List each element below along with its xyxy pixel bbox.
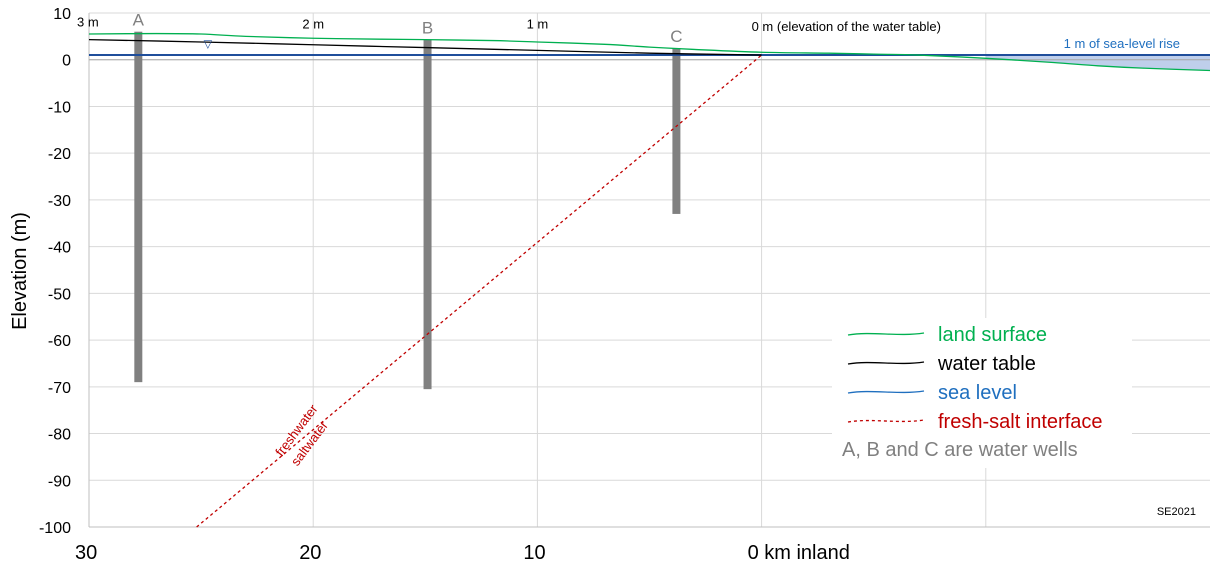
legend-label-land-surface: land surface xyxy=(938,324,1047,346)
well-label-c: C xyxy=(670,27,682,46)
y-tick-label: -60 xyxy=(48,333,71,350)
y-tick-label: -100 xyxy=(39,520,71,537)
legend: land surface water table sea level fresh-sa… xyxy=(832,318,1132,468)
water-table-label: 1 m xyxy=(527,17,549,32)
legend-label-water-table: water table xyxy=(937,353,1036,375)
water-table-label: 3 m xyxy=(77,14,99,29)
series-fresh-salt-interface xyxy=(196,54,763,528)
well-a xyxy=(134,31,143,383)
legend-note: A, B and C are water wells xyxy=(842,439,1078,461)
x-tick-label: 30 xyxy=(75,542,97,564)
y-tick-label: 0 xyxy=(62,53,71,70)
series-water-table xyxy=(88,38,762,56)
credit-label: SE2021 xyxy=(1157,506,1196,518)
sea-level-rise-fill xyxy=(985,55,1210,71)
well-c xyxy=(672,48,681,214)
water-table-marker-icon: ▽ xyxy=(204,38,213,51)
legend-label-sea-level: sea level xyxy=(938,382,1017,404)
well-label-a: A xyxy=(133,11,145,30)
y-tick-label: -50 xyxy=(48,286,71,303)
legend-box xyxy=(832,318,1132,468)
y-tick-label: -40 xyxy=(48,240,71,257)
y-tick-label: -90 xyxy=(48,473,71,490)
legend-swatch-land-surface xyxy=(847,332,925,336)
y-tick-label: -30 xyxy=(48,193,71,210)
water-table-label: 0 m (elevation of the water table) xyxy=(752,19,941,34)
legend-swatch-sea-level xyxy=(847,390,925,394)
legend-swatch-fresh-salt-interface xyxy=(847,419,925,423)
sea-fill-area xyxy=(985,55,1210,71)
y-tick-label: -80 xyxy=(48,427,71,444)
x-tick-label: 10 xyxy=(523,542,545,564)
y-tick-label: -70 xyxy=(48,380,71,397)
series-lines xyxy=(88,32,1211,528)
sea-level-rise-label: 1 m of sea-level rise xyxy=(1064,36,1180,51)
water-table-label: 2 m xyxy=(302,17,324,32)
legend-swatch-water-table xyxy=(847,361,925,365)
y-tick-label: 10 xyxy=(53,6,71,23)
y-tick-label: -10 xyxy=(48,99,71,116)
x-tick-label: 0 km inland xyxy=(748,542,850,564)
well-b xyxy=(423,39,432,390)
series-land-surface xyxy=(88,32,1211,72)
well-label-b: B xyxy=(422,19,433,38)
legend-label-fresh-salt-interface: fresh-salt interface xyxy=(938,411,1103,433)
x-tick-label: 20 xyxy=(299,542,321,564)
y-tick-label: -20 xyxy=(48,146,71,163)
y-axis-label: Elevation (m) xyxy=(9,212,31,330)
wells: A B C xyxy=(133,11,683,390)
